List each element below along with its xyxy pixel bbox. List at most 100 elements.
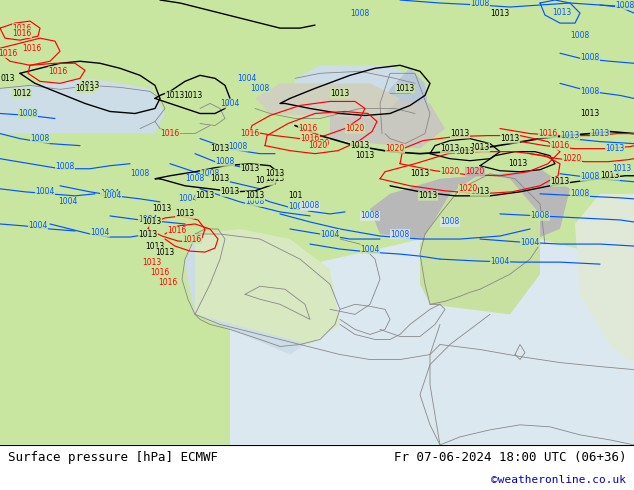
Text: 1013: 1013 — [410, 169, 430, 178]
Text: 1008: 1008 — [30, 134, 49, 143]
Text: Fr 07-06-2024 18:00 UTC (06+36): Fr 07-06-2024 18:00 UTC (06+36) — [394, 451, 626, 464]
Text: 1020: 1020 — [311, 139, 330, 148]
Text: 1016: 1016 — [299, 124, 318, 133]
Text: 1008: 1008 — [441, 218, 460, 226]
Text: 1008: 1008 — [245, 197, 264, 206]
Text: 1016: 1016 — [0, 49, 18, 58]
Text: 1008: 1008 — [580, 87, 600, 96]
Text: 1013: 1013 — [143, 258, 162, 267]
Text: 1013: 1013 — [143, 218, 162, 226]
Polygon shape — [295, 65, 415, 94]
Text: 1004: 1004 — [490, 257, 510, 266]
Polygon shape — [195, 299, 320, 355]
Text: 1008: 1008 — [250, 84, 269, 93]
Polygon shape — [330, 98, 445, 148]
Text: 1008: 1008 — [228, 142, 248, 151]
Text: 1013: 1013 — [605, 144, 624, 153]
Text: 1013: 1013 — [330, 89, 349, 98]
Text: 1020: 1020 — [308, 141, 328, 150]
Text: 1008: 1008 — [18, 109, 37, 118]
Text: 1008: 1008 — [531, 211, 550, 220]
Text: 1013: 1013 — [240, 164, 260, 173]
Text: 1020: 1020 — [465, 167, 484, 176]
Text: 1008: 1008 — [360, 211, 380, 220]
Text: ©weatheronline.co.uk: ©weatheronline.co.uk — [491, 475, 626, 485]
Text: 1008: 1008 — [351, 8, 370, 18]
Text: 1013: 1013 — [152, 204, 172, 214]
Polygon shape — [420, 174, 540, 315]
Text: 1016: 1016 — [158, 278, 178, 287]
Text: 1016: 1016 — [538, 129, 558, 138]
Text: 1013: 1013 — [81, 81, 100, 90]
Text: 1013: 1013 — [612, 164, 631, 173]
Text: 1020: 1020 — [385, 144, 404, 153]
Text: 1013: 1013 — [165, 91, 184, 100]
Text: 1020: 1020 — [458, 184, 477, 194]
Polygon shape — [195, 229, 340, 344]
Text: 1008: 1008 — [580, 53, 600, 62]
Text: 1016: 1016 — [150, 268, 170, 277]
Polygon shape — [245, 289, 310, 329]
Text: 1013: 1013 — [183, 91, 203, 100]
Polygon shape — [370, 169, 570, 249]
Text: 1020: 1020 — [562, 154, 581, 163]
Text: 1004: 1004 — [237, 74, 257, 83]
Text: 1016: 1016 — [48, 67, 68, 76]
Text: 1004: 1004 — [138, 216, 158, 224]
Text: 1013: 1013 — [441, 144, 460, 153]
Polygon shape — [230, 344, 350, 445]
Text: 1008: 1008 — [185, 174, 205, 183]
Text: 1016: 1016 — [13, 28, 32, 38]
Text: 1004: 1004 — [100, 189, 120, 198]
Text: 1013: 1013 — [210, 144, 230, 153]
Text: Surface pressure [hPa] ECMWF: Surface pressure [hPa] ECMWF — [8, 451, 217, 464]
Text: 1013: 1013 — [600, 172, 619, 180]
Text: 1013: 1013 — [560, 131, 579, 140]
Text: 1013: 1013 — [552, 7, 572, 17]
Text: 1008: 1008 — [580, 172, 600, 181]
Text: 1013: 1013 — [210, 174, 230, 183]
Text: 1013: 1013 — [580, 109, 600, 118]
Text: 1013: 1013 — [266, 169, 285, 178]
Text: 1008: 1008 — [470, 0, 489, 7]
Text: 101: 101 — [288, 192, 302, 200]
Text: 1004: 1004 — [220, 99, 240, 108]
Text: 1013: 1013 — [450, 129, 470, 138]
Text: 1008: 1008 — [200, 169, 219, 178]
Text: 1013: 1013 — [176, 209, 195, 219]
Text: 1013: 1013 — [256, 176, 275, 185]
Text: 1004: 1004 — [102, 192, 122, 200]
Text: 1013: 1013 — [500, 134, 520, 143]
Text: 1012: 1012 — [13, 89, 32, 98]
Text: 1013: 1013 — [396, 84, 415, 93]
Text: 1008: 1008 — [571, 31, 590, 40]
Text: 1004: 1004 — [58, 197, 78, 206]
Text: 1020: 1020 — [346, 124, 365, 133]
Text: 1013: 1013 — [351, 141, 370, 150]
Text: 1004: 1004 — [90, 227, 110, 237]
Text: 1016: 1016 — [13, 24, 32, 33]
Polygon shape — [185, 234, 225, 315]
Text: 013: 013 — [1, 74, 15, 83]
Text: 1016: 1016 — [301, 134, 320, 143]
Text: 1013: 1013 — [155, 247, 174, 257]
Text: 1013: 1013 — [550, 177, 569, 186]
Text: 1013: 1013 — [590, 129, 610, 138]
Text: 1013: 1013 — [356, 151, 375, 160]
Text: 1013: 1013 — [195, 192, 215, 200]
Text: 1008: 1008 — [301, 201, 320, 210]
Text: 1004: 1004 — [521, 238, 540, 246]
Text: 1004: 1004 — [288, 202, 307, 211]
Text: 1004: 1004 — [360, 245, 380, 253]
Text: 1008: 1008 — [616, 0, 634, 9]
Polygon shape — [0, 78, 165, 134]
Polygon shape — [575, 194, 634, 365]
Text: 1016: 1016 — [22, 44, 42, 53]
Text: 1016: 1016 — [183, 235, 202, 244]
Text: 1008: 1008 — [55, 162, 75, 171]
Text: 1004: 1004 — [36, 187, 55, 196]
Text: 1016: 1016 — [167, 226, 186, 236]
Polygon shape — [255, 83, 400, 119]
Text: 1013: 1013 — [245, 192, 264, 200]
Text: 1013: 1013 — [221, 187, 240, 196]
